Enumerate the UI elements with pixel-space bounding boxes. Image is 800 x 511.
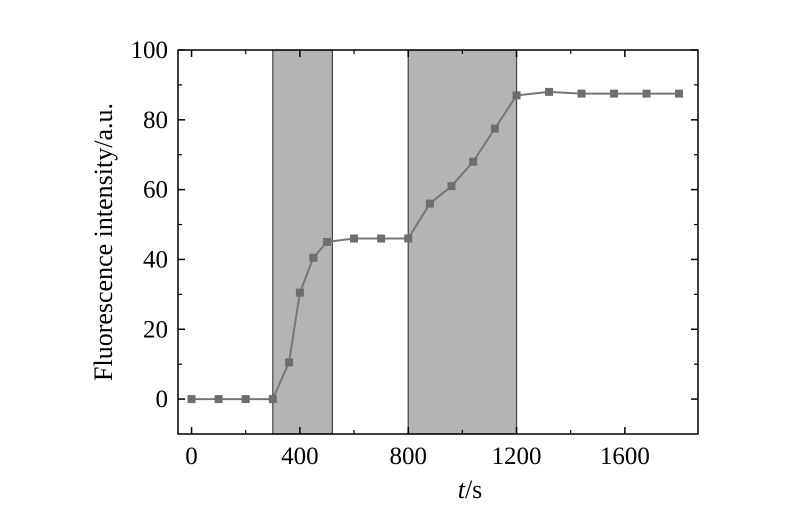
y-tick-label: 100	[131, 37, 169, 64]
x-tick-label: 1200	[492, 443, 542, 470]
y-axis-ticks: 0 20 40 60 80 100	[131, 37, 698, 413]
x-axis-ticks: 0 400 800 1200 1600	[185, 50, 650, 470]
data-point	[490, 124, 499, 133]
data-point	[512, 91, 521, 100]
y-tick-label: 20	[143, 316, 168, 343]
y-axis-label: Fluorescence intensity/a.u.	[89, 103, 118, 381]
plot-frame	[177, 49, 699, 435]
data-point	[214, 395, 223, 404]
y-tick-label: 60	[143, 177, 168, 204]
data-point	[447, 182, 456, 191]
x-tick-label: 800	[389, 443, 427, 470]
y-tick-label: 80	[143, 107, 168, 134]
data-point	[577, 89, 586, 98]
data-point	[322, 238, 331, 246]
data-point	[377, 234, 386, 243]
data-point	[295, 288, 304, 297]
x-tick-label: 0	[185, 443, 198, 470]
x-axis-label: t/s	[458, 475, 483, 504]
data-point	[675, 89, 684, 98]
data-point	[187, 395, 196, 404]
data-point	[404, 234, 413, 243]
data-point	[350, 234, 359, 243]
data-point	[642, 89, 651, 98]
data-point	[285, 358, 294, 367]
x-tick-label: 1600	[600, 443, 650, 470]
data-point	[309, 253, 318, 262]
data-point	[241, 395, 250, 404]
y-tick-label: 40	[143, 246, 168, 273]
data-point	[268, 395, 277, 404]
data-points	[187, 87, 684, 404]
y-tick-label: 0	[156, 386, 169, 413]
x-tick-label: 400	[281, 443, 319, 470]
shaded-regions	[272, 49, 518, 435]
data-point	[469, 157, 478, 166]
shaded-region-0	[272, 49, 333, 435]
shaded-region-1	[407, 49, 518, 435]
data-point	[545, 87, 554, 96]
data-point	[610, 89, 619, 98]
data-point	[425, 199, 434, 208]
